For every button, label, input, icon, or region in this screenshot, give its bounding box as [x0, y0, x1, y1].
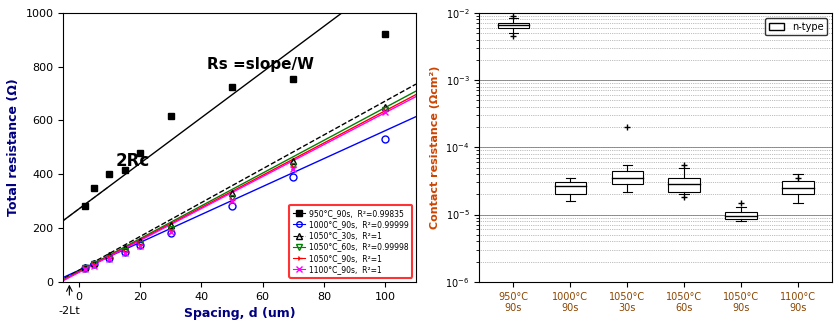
FancyBboxPatch shape [782, 181, 814, 194]
Text: Rs =slope/W: Rs =slope/W [207, 57, 315, 72]
Legend: 950°C_90s,  R²=0.99835, 1000°C_90s,  R²=0.99999, 1050°C_30s,  R²=1, 1050°C_60s, : 950°C_90s, R²=0.99835, 1000°C_90s, R²=0.… [289, 205, 412, 278]
FancyBboxPatch shape [498, 23, 529, 28]
FancyBboxPatch shape [612, 171, 643, 184]
FancyBboxPatch shape [669, 178, 700, 192]
FancyBboxPatch shape [555, 182, 586, 194]
FancyBboxPatch shape [726, 212, 757, 219]
Y-axis label: Total resistance (Ω): Total resistance (Ω) [7, 78, 20, 216]
X-axis label: Spacing, d (um): Spacing, d (um) [184, 307, 295, 320]
Y-axis label: Contact resistance (Ωcm²): Contact resistance (Ωcm²) [430, 66, 440, 229]
Text: -2Lt: -2Lt [59, 306, 81, 316]
Text: 2Rc: 2Rc [116, 152, 149, 170]
Legend: n-type: n-type [765, 18, 827, 36]
